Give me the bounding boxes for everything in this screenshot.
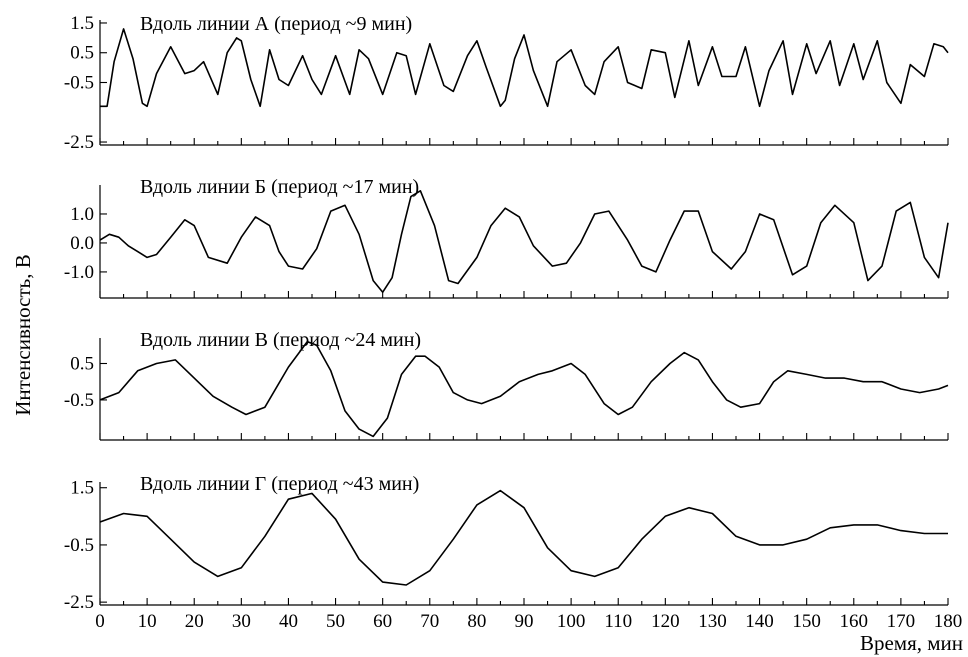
x-tick-label: 170 [887, 611, 916, 632]
y-tick-label: -2.5 [64, 132, 94, 153]
x-tick-label: 180 [934, 611, 963, 632]
y-tick-label: 0.5 [70, 354, 94, 375]
x-tick-label: 30 [232, 611, 251, 632]
y-tick-label: 1.5 [70, 478, 94, 499]
x-tick-label: 20 [185, 611, 204, 632]
x-tick-label: 130 [698, 611, 727, 632]
series-line-4 [99, 489, 948, 586]
panel-4: 1.5 -0.5 -2.5 Вдоль линии Г (период ~43 мин… [64, 473, 949, 613]
x-tick-label: 100 [557, 611, 586, 632]
x-axis-label: Время, мин [860, 631, 963, 655]
y-tick-label: 0.0 [70, 233, 94, 254]
y-axis-label: Интенсивность, В [11, 254, 35, 415]
panel-title: Вдоль линии А (период ~9 мин) [140, 13, 412, 35]
panel-title: Вдоль линии Г (период ~43 мин) [140, 473, 419, 495]
y-tick-label: -2.5 [64, 592, 94, 613]
y-tick-label: 1.0 [70, 204, 94, 225]
series-line-1 [100, 28, 949, 108]
y-tick-label: 0.5 [70, 43, 94, 64]
x-tick-label: 70 [420, 611, 439, 632]
x-tick-label: 140 [745, 611, 774, 632]
x-tick-label: 50 [326, 611, 345, 632]
x-tick-label: 90 [515, 611, 534, 632]
panel-title: Вдоль линии В (период ~24 мин) [140, 329, 421, 351]
x-tick-label: 150 [792, 611, 821, 632]
x-tick-label: 40 [279, 611, 298, 632]
y-tick-label: 1.5 [70, 13, 94, 34]
x-tick-label: 0 [95, 611, 105, 632]
panel-3: 0.5 -0.5 Вдоль линии В (период ~24 мин) [64, 329, 949, 441]
series-line-3 [99, 340, 949, 438]
panel-title: Вдоль линии Б (период ~17 мин) [140, 176, 419, 198]
x-tick-label: 80 [467, 611, 486, 632]
y-tick-label: -0.5 [64, 73, 94, 94]
series-line-2 [99, 190, 949, 294]
x-axis: 0 10 20 30 40 50 60 70 80 90 100 110 120 130 140 150 160… [95, 611, 962, 632]
panel-1: 1.5 0.5 -0.5 -2.5 Вдоль линии А (период ~9 м… [64, 13, 949, 153]
y-tick-label: -1.0 [64, 262, 94, 283]
y-tick-label: -0.5 [64, 535, 94, 556]
x-tick-label: 60 [373, 611, 392, 632]
panel-2: 1.0 0.0 -1.0 Вдоль линии Б (период ~17 мин) [64, 176, 949, 299]
x-tick-label: 110 [604, 611, 632, 632]
x-tick-label: 10 [138, 611, 157, 632]
x-tick-label: 120 [651, 611, 680, 632]
chart-panels: 1.5 0.5 -0.5 -2.5 Вдоль линии А (период ~9 м… [64, 13, 949, 613]
x-tick-label: 160 [840, 611, 869, 632]
y-tick-label: -0.5 [64, 390, 94, 411]
